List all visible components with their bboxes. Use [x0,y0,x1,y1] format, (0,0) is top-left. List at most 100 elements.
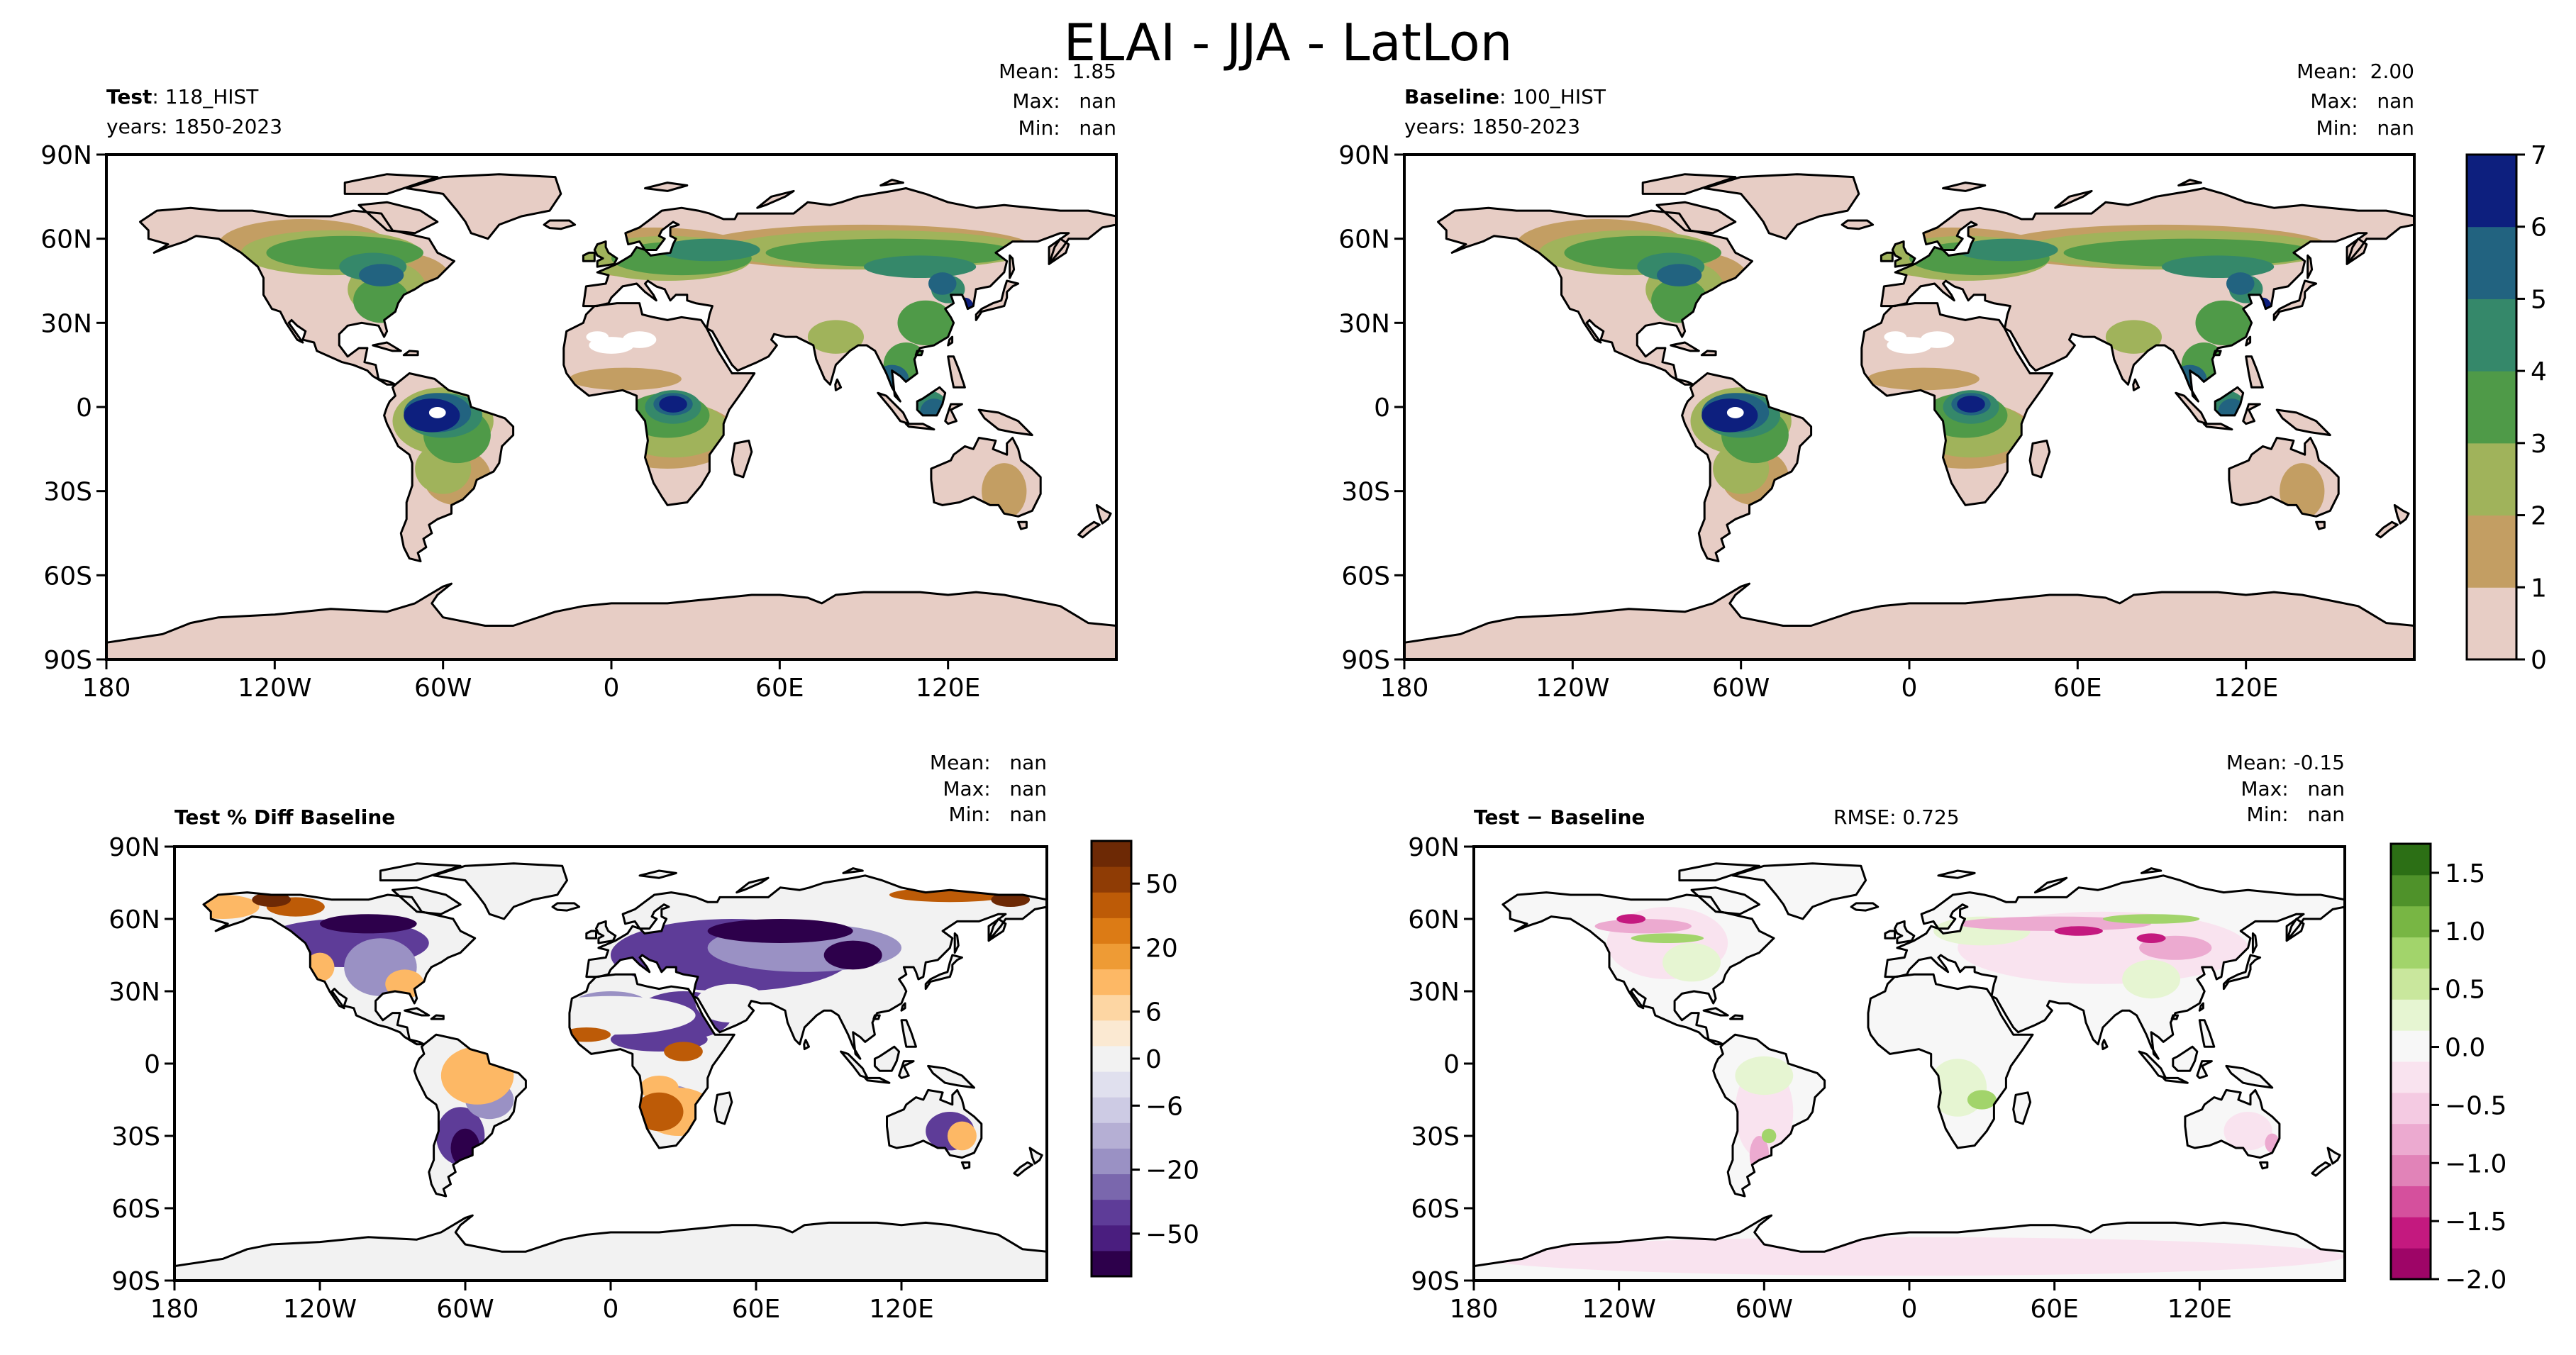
colorbar-tick-label: 6 [2531,213,2547,242]
field-patch [947,1121,977,1151]
y-tick-label: 30S [43,478,92,507]
land-new-guinea [979,410,1033,435]
coastline [927,1064,975,1089]
y-tick-label: 30N [40,309,92,338]
x-tick-label: 120W [1582,1295,1656,1324]
panel-test-min: Min: nan [1018,116,1116,140]
no-data-patch [622,331,657,348]
y-tick-label: 60N [1408,905,1460,935]
coastline [900,1002,906,1012]
y-tick-label: 0 [76,394,92,423]
land-baffin [1657,202,1736,233]
colorbar-swatch [2467,587,2516,660]
land-madagascar [714,1092,732,1124]
colorbar-swatch [1092,1122,1131,1149]
colorbar-swatch [2391,1217,2431,1249]
coastline [930,437,1042,518]
coastline [1077,520,1101,539]
coastline [2198,1002,2204,1012]
colorbar-swatch [1092,969,1131,996]
coastline [562,302,756,506]
colorbar-tick-label: 5 [2531,285,2547,314]
coastline [402,350,419,357]
panel-pct-diff-mean: Mean: nan [930,751,1047,774]
coastline [1867,973,2034,1149]
panel-test: Test: 118_HIST years: 1850-2023 Mean: 1.… [40,60,1118,703]
y-tick-label: 30N [109,978,160,1007]
colorbar-swatch [2391,1061,2431,1093]
land-new-zealand-s [1014,1162,1033,1176]
colorbar-tick-label: −2.0 [2445,1266,2506,1295]
coastline [2245,355,2264,389]
coastline [1880,251,1894,262]
colorbar-swatch [1092,1020,1131,1047]
field-patch [1594,919,1692,934]
x-tick-label: 120W [1536,674,1609,703]
x-tick-label: 0 [1902,674,1918,703]
coastline [433,862,568,920]
coastline [1501,891,1775,1046]
colorbar-tick-label: 6 [1145,998,1162,1027]
field-patch [1761,1128,1777,1144]
x-tick-label: 180 [1380,674,1429,703]
coastline [953,932,960,954]
panel-test-yticks: 90N 60N 30N 0 30S 60S 90S [40,141,106,675]
field-patch [2122,959,2181,999]
no-data-patch [586,331,609,343]
coastline [551,902,581,912]
coastline [582,251,596,262]
field-patch [1867,367,1980,391]
panel-baseline-label: Baseline: 100_HIST [1404,85,1606,108]
no-data-patch [1920,331,1955,348]
field-patch [319,914,417,934]
y-tick-label: 0 [144,1050,160,1079]
colorbar-tick-label: −6 [1145,1092,1183,1121]
panel-pct-diff-label: Test % Diff Baseline [174,805,395,829]
colorbar-swatch [1092,1097,1131,1123]
land-antarctica [174,1215,1047,1281]
coastline [543,219,577,230]
y-tick-label: 60S [1341,562,1390,591]
coastline [638,869,677,879]
panel-pct-diff-max: Max: nan [943,777,1047,801]
panel-baseline-yticks: 90N 60N 30N 0 30S 60S 90S [1338,141,1404,675]
coastline [2259,1161,2269,1170]
colorbar-swatch [2467,155,2516,228]
x-tick-label: 120W [238,674,311,703]
coastline [803,1039,810,1051]
coastline [916,386,947,417]
coastline [357,201,439,235]
coastline [1437,206,1753,386]
field-patch [664,1042,703,1061]
field-patch [1957,238,2058,262]
field-patch [695,983,769,1023]
coastline [879,179,904,186]
coastline [1850,902,1880,912]
panel-pct-diff-yticks: 90N 60N 30N 0 30S 60S 90S [109,833,174,1296]
coastline [944,403,963,425]
y-tick-label: 0 [1443,1050,1460,1079]
coastline [1678,862,1760,882]
land-new-zealand-s [2311,1162,2331,1176]
panel-test-mean: Mean: 1.85 [999,60,1116,83]
panel-baseline-max: Max: nan [2310,89,2414,113]
y-tick-label: 60N [40,225,92,255]
coastline [924,954,963,991]
coastline [1028,1147,1043,1165]
field-patch [707,919,853,943]
coastline [731,440,753,479]
y-tick-label: 90N [40,141,92,170]
coastline [404,1007,431,1017]
coastline [1670,341,1700,352]
colorbar-swatch [2391,1030,2431,1062]
coastline [834,378,843,391]
coastline [2345,238,2368,265]
panel-baseline-years: years: 1850-2023 [1404,115,1580,138]
coastline [1880,187,2416,403]
x-tick-label: 60E [755,674,804,703]
coastline [2177,179,2202,186]
y-tick-label: 60S [43,562,92,591]
panel-baseline-land [1403,173,2416,661]
panel-diff-land [1472,862,2346,1282]
